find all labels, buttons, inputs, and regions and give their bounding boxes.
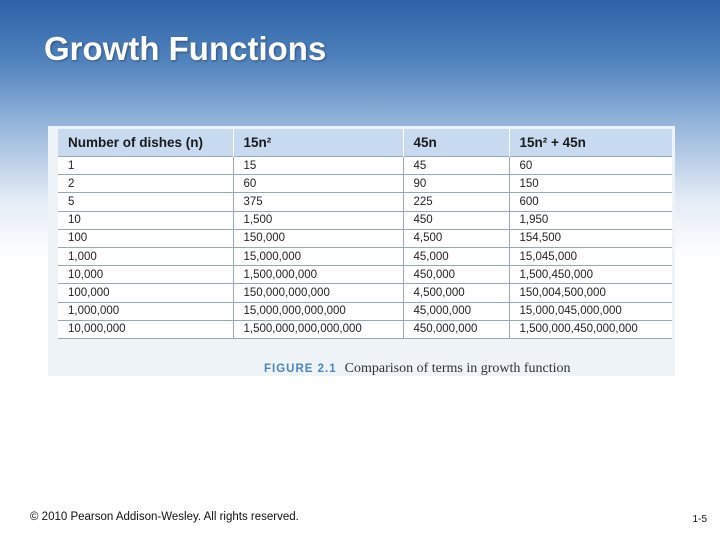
figure-caption-text: Comparison of terms in growth function [344, 361, 571, 376]
cell-sum: 15,000,045,000,000 [509, 301, 672, 321]
cell-45n: 450 [403, 210, 510, 230]
cell-15n2: 1,500,000,000 [233, 265, 404, 284]
cell-sum: 600 [509, 192, 672, 212]
cell-sum: 1,950 [509, 210, 672, 230]
cell-sum: 154,500 [509, 228, 672, 248]
table-row: 10 1,500 450 1,950 [58, 210, 672, 230]
table-row: 100 150,000 4,500 154,500 [58, 228, 672, 248]
cell-sum: 1,500,000,450,000,000 [509, 319, 672, 339]
cell-15n2: 1,500 [233, 210, 404, 230]
cell-15n2: 60 [233, 174, 404, 193]
cell-45n: 45,000 [403, 246, 510, 266]
cell-n: 100 [58, 228, 234, 248]
cell-45n: 4,500,000 [403, 283, 510, 302]
cell-15n2: 150,000 [233, 228, 404, 248]
cell-n: 10 [58, 210, 234, 230]
table-row: 1,000,000 15,000,000,000,000 45,000,000 … [58, 301, 672, 321]
table-row: 2 60 90 150 [58, 174, 672, 193]
growth-table: Number of dishes (n) 15n² 45n 15n² + 45n… [58, 129, 672, 339]
cell-15n2: 1,500,000,000,000,000 [233, 319, 404, 339]
cell-n: 10,000 [58, 265, 234, 284]
cell-n: 1,000,000 [58, 301, 234, 321]
cell-n: 100,000 [58, 283, 234, 302]
cell-sum: 60 [509, 155, 672, 175]
cell-sum: 150 [509, 174, 672, 193]
cell-45n: 90 [403, 174, 510, 193]
cell-45n: 450,000 [403, 265, 510, 284]
cell-n: 5 [58, 192, 234, 212]
slide-number: 1-5 [692, 514, 707, 525]
cell-15n2: 375 [233, 192, 404, 212]
cell-45n: 450,000,000 [403, 319, 510, 339]
cell-n: 1,000 [58, 246, 234, 266]
table-row: 5 375 225 600 [58, 192, 672, 212]
header-15n2: 15n² [233, 129, 404, 157]
cell-sum: 1,500,450,000 [509, 265, 672, 284]
header-45n: 45n [403, 129, 510, 157]
slide-title: Growth Functions [44, 30, 327, 67]
cell-45n: 45,000,000 [403, 301, 510, 321]
copyright-notice: © 2010 Pearson Addison-Wesley. All right… [30, 511, 299, 523]
cell-n: 1 [58, 155, 234, 175]
table-row: 10,000,000 1,500,000,000,000,000 450,000… [58, 319, 672, 339]
table-row: 1,000 15,000,000 45,000 15,045,000 [58, 246, 672, 266]
figure-label: FIGURE 2.1 [264, 363, 337, 375]
table-row: 10,000 1,500,000,000 450,000 1,500,450,0… [58, 265, 672, 284]
table-row: 1 15 45 60 [58, 155, 672, 175]
header-15n2-plus-45n: 15n² + 45n [509, 129, 672, 157]
cell-sum: 150,004,500,000 [509, 283, 672, 302]
figure-caption: FIGURE 2.1 Comparison of terms in growth … [264, 360, 571, 377]
header-number-of-dishes: Number of dishes (n) [58, 129, 234, 157]
cell-15n2: 150,000,000,000 [233, 283, 404, 302]
figure-2-1: Number of dishes (n) 15n² 45n 15n² + 45n… [48, 126, 675, 376]
cell-45n: 4,500 [403, 228, 510, 248]
table-header-row: Number of dishes (n) 15n² 45n 15n² + 45n [58, 129, 672, 157]
cell-n: 10,000,000 [58, 319, 234, 339]
cell-15n2: 15 [233, 155, 404, 175]
table-row: 100,000 150,000,000,000 4,500,000 150,00… [58, 283, 672, 302]
cell-45n: 45 [403, 155, 510, 175]
cell-15n2: 15,000,000 [233, 246, 404, 266]
cell-45n: 225 [403, 192, 510, 212]
cell-n: 2 [58, 174, 234, 193]
cell-sum: 15,045,000 [509, 246, 672, 266]
cell-15n2: 15,000,000,000,000 [233, 301, 404, 321]
